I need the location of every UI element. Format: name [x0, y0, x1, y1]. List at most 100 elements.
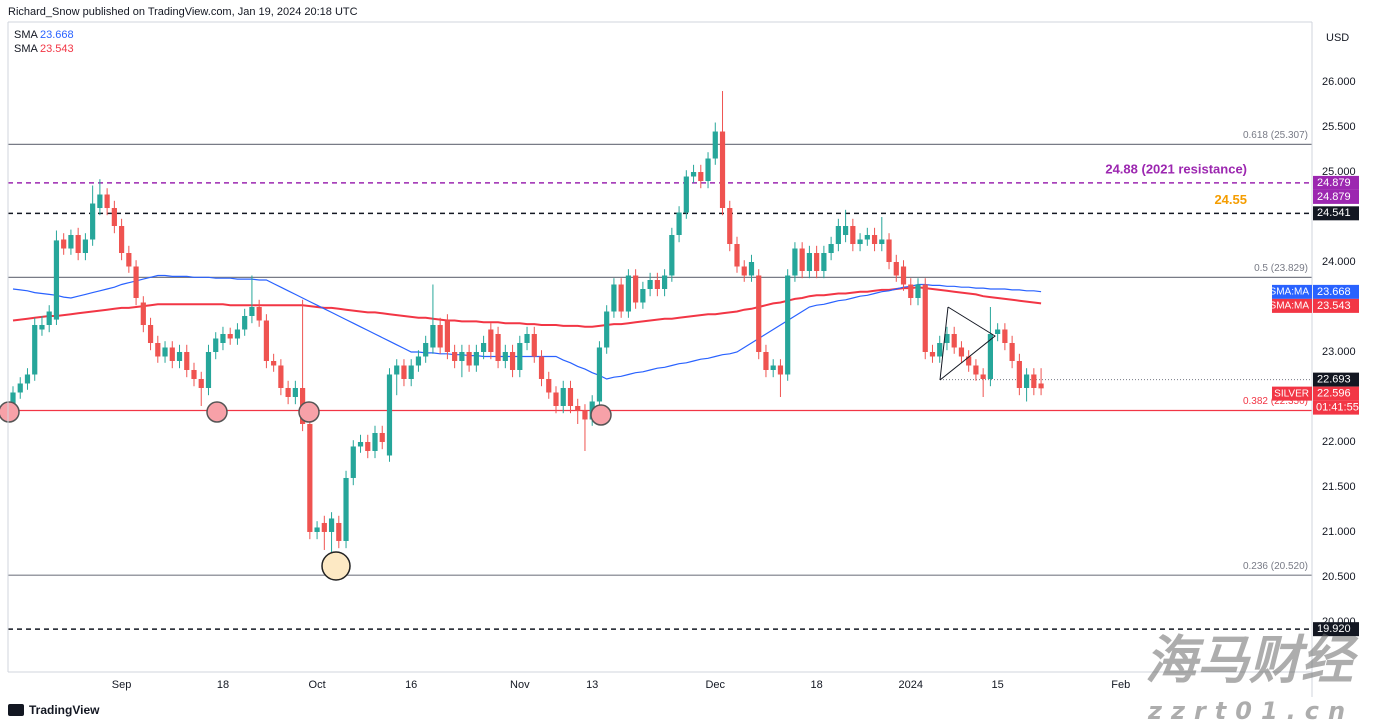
- brand: TradingView: [29, 703, 100, 717]
- candle-body: [126, 253, 132, 267]
- legend-value: 23.668: [40, 29, 74, 41]
- candle-body: [321, 522, 327, 532]
- candle-body: [553, 392, 559, 406]
- candle-body: [567, 387, 574, 406]
- candle-body: [864, 235, 870, 240]
- candle-body: [24, 374, 31, 384]
- countdown-box: [1313, 400, 1359, 415]
- candle-body: [1024, 374, 1030, 388]
- candle-body: [763, 351, 769, 370]
- candle-body: [191, 369, 197, 379]
- candle-body: [604, 311, 610, 348]
- time-axis-bg: [0, 672, 1312, 725]
- candle-body: [386, 374, 393, 456]
- candle-body: [719, 131, 726, 209]
- price-tag-label: 22.596: [1317, 388, 1351, 400]
- annotations: [0, 306, 996, 581]
- candle-body: [292, 387, 298, 397]
- candle-body: [741, 266, 747, 276]
- y-tick-label: 26.000: [1322, 76, 1356, 88]
- swing-marker: [590, 404, 612, 426]
- price-tag-label: 24.541: [1317, 207, 1351, 219]
- price-tag-label: 24.879: [1317, 177, 1351, 189]
- candle-body: [690, 172, 697, 177]
- candle-body: [372, 432, 378, 451]
- candle-body: [611, 284, 617, 312]
- x-tick-label: Feb: [1111, 679, 1130, 691]
- price-tag-title: SILVER: [1274, 388, 1309, 399]
- candle-body: [560, 387, 566, 406]
- candle-body: [698, 172, 704, 182]
- candle-body: [336, 522, 342, 541]
- candle-body: [32, 324, 38, 375]
- candle-body: [488, 329, 494, 352]
- x-tick-label: Nov: [510, 679, 530, 691]
- candle-body: [546, 378, 552, 393]
- candle-body: [966, 356, 972, 366]
- candle-body: [640, 289, 646, 303]
- level-label: 0.382 (22.350): [1243, 396, 1308, 407]
- y-tick-label: 20.500: [1322, 571, 1356, 583]
- currency: USD: [1326, 32, 1349, 44]
- candle-body: [444, 320, 450, 352]
- price-tag-label: 19.920: [1317, 623, 1351, 635]
- price-axis-bg: [1312, 0, 1379, 725]
- x-tick-label: 16: [405, 679, 417, 691]
- candle-body: [937, 342, 943, 357]
- candle-body: [748, 262, 755, 276]
- price-tag-label: 22.693: [1317, 374, 1351, 386]
- candle-body: [814, 253, 820, 272]
- candle-body: [155, 342, 161, 357]
- candle-body: [249, 306, 255, 316]
- y-tick-label: 24.000: [1322, 256, 1356, 268]
- candle-body: [929, 351, 936, 357]
- candle-body: [350, 446, 356, 478]
- candle-body: [97, 194, 103, 209]
- candle-body: [205, 351, 212, 388]
- candle-body: [683, 176, 689, 213]
- candle-body: [256, 306, 262, 321]
- price-tag-title: SMA:MA: [1270, 287, 1310, 298]
- price-tag: [1313, 386, 1359, 401]
- candle-body: [756, 275, 762, 352]
- watermark-site: zzrt01.cn: [1147, 697, 1354, 725]
- candle-body: [987, 333, 993, 379]
- x-tick-label: 13: [586, 679, 598, 691]
- candle-body: [509, 351, 516, 370]
- legend-value: 23.543: [40, 43, 74, 55]
- candle-body: [922, 284, 928, 352]
- level-label: 24.55: [1214, 192, 1247, 207]
- swing-marker: [206, 401, 228, 423]
- candle-body: [676, 212, 682, 236]
- candle-body: [777, 365, 784, 375]
- candle-body: [951, 333, 957, 348]
- y-tick-label: 23.000: [1322, 346, 1356, 358]
- candle-body: [973, 365, 979, 375]
- candle-body: [234, 329, 241, 339]
- candle-body: [328, 518, 335, 532]
- triangle-pattern: [939, 306, 949, 381]
- y-tick-label: 21.500: [1322, 481, 1356, 493]
- candle-body: [176, 351, 183, 361]
- price-tag: [1313, 622, 1359, 637]
- sma-line: [12, 286, 1042, 328]
- candle-body: [625, 275, 631, 312]
- candle-body: [792, 248, 798, 276]
- price-tag-label: 24.879: [1317, 191, 1351, 203]
- candle-body: [430, 324, 436, 348]
- candle-body: [618, 284, 624, 312]
- swing-marker: [0, 401, 20, 423]
- candle-body: [481, 342, 487, 352]
- candle-body: [908, 284, 914, 299]
- candle-body: [46, 311, 52, 325]
- candle-body: [220, 333, 226, 343]
- candle-body: [980, 374, 986, 379]
- candle-body: [198, 378, 204, 388]
- countdown: 01:41:55: [1316, 402, 1359, 414]
- candle-body: [531, 333, 537, 357]
- price-tag: [1313, 206, 1359, 221]
- candle-body: [770, 365, 776, 370]
- candle-body: [850, 226, 856, 245]
- candle-body: [394, 365, 400, 375]
